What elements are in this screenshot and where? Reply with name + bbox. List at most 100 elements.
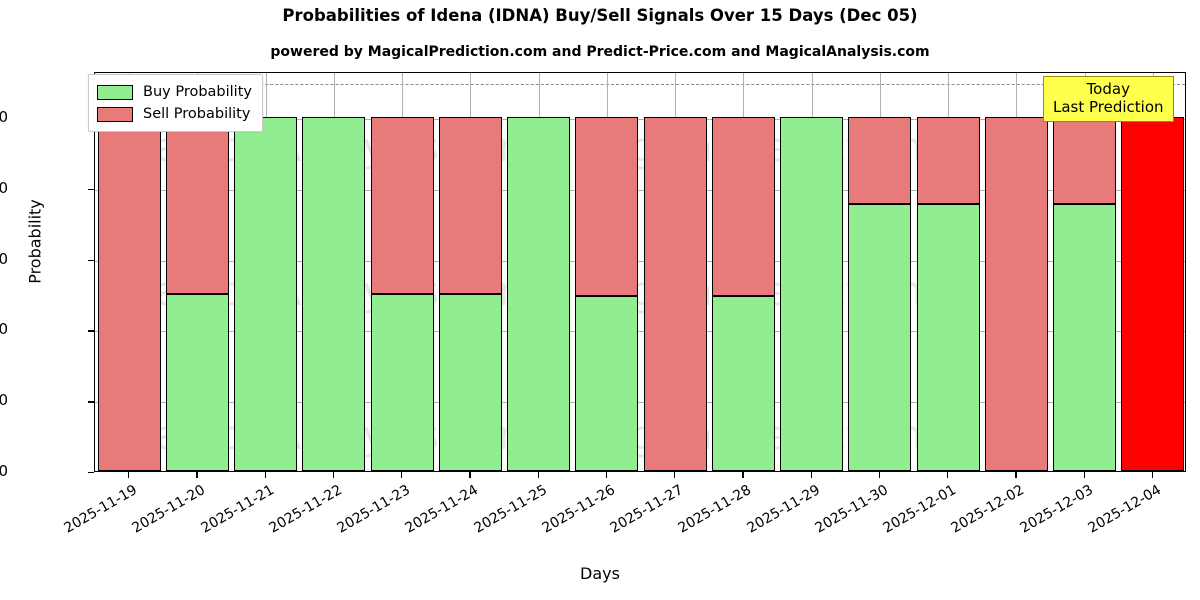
bar-group[interactable] [370, 73, 434, 471]
bar-segment-sell[interactable] [643, 117, 707, 471]
x-tick-mark [264, 472, 266, 478]
y-tick-label: 80 [0, 178, 8, 197]
bar-segment-sell[interactable] [848, 117, 912, 204]
x-tick-mark [605, 472, 608, 478]
x-tick-mark [537, 472, 539, 478]
bar-segment-buy[interactable] [507, 117, 570, 471]
legend-label-buy: Buy Probability [143, 84, 252, 100]
bar-segment-buy[interactable] [916, 203, 980, 471]
bar-group[interactable] [302, 73, 366, 471]
bar-group[interactable] [916, 73, 980, 471]
x-tick-label: 2025-12-03 [1017, 482, 1096, 537]
y-tick-label: 60 [0, 249, 8, 268]
y-tick-mark [88, 259, 94, 261]
x-tick-label: 2025-11-24 [402, 482, 482, 537]
y-tick-mark [88, 401, 94, 403]
x-tick-label: 2025-11-19 [61, 482, 141, 537]
bar-segment-sell[interactable] [165, 117, 229, 295]
bar-segment-buy[interactable] [1053, 203, 1116, 471]
bar-group[interactable] [507, 73, 570, 471]
bar-group[interactable] [438, 73, 502, 471]
bar-segment-buy[interactable] [780, 117, 843, 471]
x-tick-label: 2025-12-04 [1085, 482, 1164, 537]
bar-segment-buy[interactable] [575, 295, 639, 471]
bar-segment-sell[interactable] [984, 117, 1048, 471]
x-tick-label: 2025-11-20 [129, 482, 209, 537]
x-tick-label: 2025-11-30 [812, 482, 891, 537]
x-tick-label: 2025-11-26 [539, 482, 618, 537]
bar-group[interactable] [234, 73, 297, 471]
y-tick-mark [88, 330, 94, 332]
today-annotation: Today Last Prediction [1043, 76, 1174, 122]
y-tick-label: 20 [0, 391, 8, 410]
bar-group[interactable] [780, 73, 843, 471]
bar-segment-sell[interactable] [438, 117, 502, 295]
legend-swatch-buy [97, 84, 133, 100]
x-tick-mark [1015, 472, 1017, 478]
gridline-horizontal [95, 402, 1185, 404]
bar-segment-sell[interactable] [1121, 117, 1185, 471]
y-tick-label: 0 [0, 462, 8, 480]
gridline-horizontal [95, 260, 1185, 262]
bar-group[interactable] [1053, 73, 1116, 471]
chart-subtitle: powered by MagicalPrediction.com and Pre… [270, 44, 930, 60]
y-tick-label: 100 [0, 108, 8, 127]
x-tick-label: 2025-11-27 [607, 482, 687, 537]
reference-dashed-line [95, 83, 1185, 85]
x-tick-label: 2025-12-02 [948, 482, 1028, 537]
bar-group[interactable] [643, 73, 707, 471]
x-tick-mark [196, 472, 198, 478]
bar-group[interactable] [711, 73, 775, 471]
x-tick-mark [469, 472, 471, 478]
x-tick-mark [1151, 472, 1154, 478]
y-tick-mark [88, 472, 94, 474]
x-tick-mark [947, 472, 949, 478]
bar-group[interactable] [575, 73, 639, 471]
bar-group[interactable] [97, 73, 161, 471]
gridline-horizontal [95, 189, 1185, 191]
bar-segment-buy[interactable] [370, 294, 434, 471]
x-tick-mark [401, 472, 403, 478]
bar-group[interactable] [984, 73, 1048, 471]
today-annotation-line2: Last Prediction [1053, 98, 1164, 116]
x-tick-mark [128, 472, 130, 478]
legend-label-sell: Sell Probability [143, 106, 251, 122]
x-tick-label: 2025-11-28 [675, 482, 755, 537]
gridline-horizontal [95, 119, 1185, 121]
bar-segment-buy[interactable] [165, 294, 229, 471]
bar-segment-buy[interactable] [711, 295, 775, 471]
y-tick-label: 40 [0, 320, 8, 339]
x-axis-label: Days [580, 564, 620, 583]
x-tick-mark [332, 472, 335, 478]
bar-segment-sell[interactable] [1053, 117, 1116, 204]
x-tick-label: 2025-11-21 [198, 482, 277, 537]
bar-segment-buy[interactable] [438, 294, 502, 471]
bar-group[interactable] [1121, 73, 1185, 471]
x-tick-mark [878, 472, 881, 478]
x-tick-mark [674, 472, 676, 478]
legend-swatch-sell [97, 106, 133, 122]
y-axis-label: Probability [25, 199, 45, 284]
bar-segment-sell[interactable] [575, 117, 639, 296]
chart-legend: Buy Probability Sell Probability [88, 74, 263, 132]
bar-segment-sell[interactable] [97, 117, 161, 471]
gridline-horizontal [95, 331, 1185, 333]
bar-segment-sell[interactable] [711, 117, 775, 296]
x-tick-label: 2025-11-23 [334, 482, 414, 537]
x-tick-label: 2025-12-01 [880, 482, 960, 537]
bar-segment-buy[interactable] [302, 117, 366, 471]
today-annotation-line1: Today [1086, 80, 1130, 98]
bar-segment-buy[interactable] [234, 117, 297, 471]
x-tick-mark [742, 472, 744, 478]
legend-item-sell: Sell Probability [97, 103, 252, 125]
bar-segment-sell[interactable] [370, 117, 434, 295]
x-tick-mark [810, 472, 812, 478]
bar-segment-sell[interactable] [916, 117, 980, 204]
chart-title: Probabilities of Idena (IDNA) Buy/Sell S… [282, 6, 918, 25]
y-tick-mark [88, 188, 94, 191]
bar-group[interactable] [848, 73, 912, 471]
x-tick-label: 2025-11-29 [744, 482, 823, 537]
bar-group[interactable] [165, 73, 229, 471]
bar-segment-buy[interactable] [848, 203, 912, 471]
